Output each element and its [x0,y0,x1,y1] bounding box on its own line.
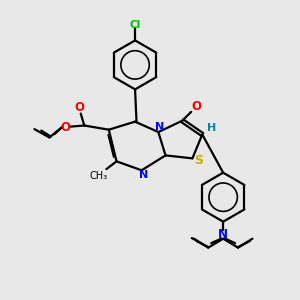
Text: N: N [139,170,148,180]
Text: H: H [207,123,216,133]
Text: N: N [218,228,228,241]
Text: Cl: Cl [129,20,141,31]
Text: O: O [61,121,71,134]
Text: O: O [191,100,201,113]
Text: CH₃: CH₃ [90,171,108,181]
Text: O: O [74,101,84,114]
Text: S: S [194,154,203,167]
Text: N: N [155,122,164,132]
